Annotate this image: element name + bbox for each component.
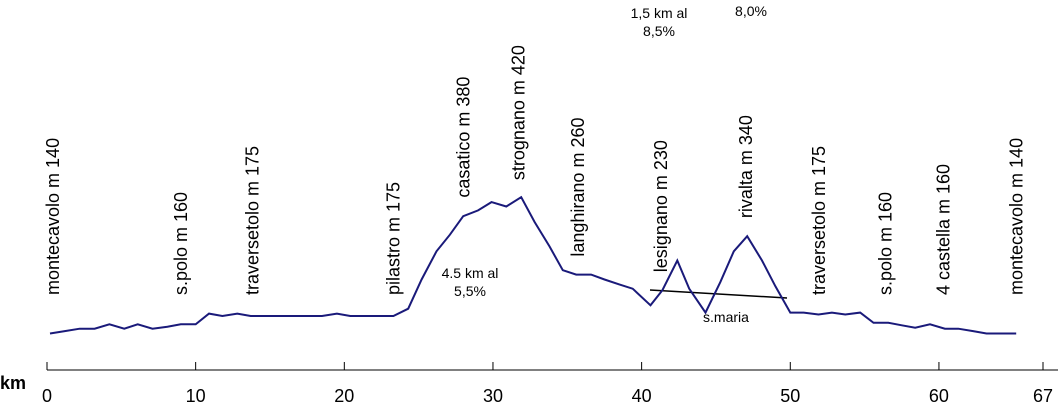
x-tick-label: 50 [780,386,800,406]
place-label: lesignano m 230 [651,140,671,272]
place-label: langhirano m 260 [568,118,588,257]
annotation: 4.5 km al [442,265,499,281]
annotation: 2,3 km al [723,0,780,1]
annotation: 8,0% [735,3,767,19]
place-label: rivalta m 340 [736,115,756,218]
annotation: 8,5% [643,23,675,39]
place-label: montecavolo m 140 [1006,138,1026,295]
elevation-line [49,195,1017,335]
place-label: s.polo m 160 [876,192,896,295]
x-tick-label: 20 [334,386,354,406]
s-maria-bypass [649,289,788,299]
place-label: strognano m 420 [508,45,528,180]
place-label: traversetolo m 175 [809,146,829,295]
x-tick-label: 0 [42,386,52,406]
x-tick-label: 30 [483,386,503,406]
annotation: 5,5% [454,283,486,299]
annotation: 1,5 km al [631,5,688,21]
place-label: traversetolo m 175 [242,146,262,295]
place-label: montecavolo m 140 [43,138,63,295]
place-label: pilastro m 175 [384,182,404,295]
place-label: s.polo m 160 [171,192,191,295]
place-label: 4 castella m 160 [934,164,954,295]
x-axis-label: km [0,373,26,393]
x-tick-label: 10 [186,386,206,406]
x-tick-label: 60 [929,386,949,406]
x-tick-label: 67 [1033,386,1053,406]
place-label: casatico m 380 [453,77,473,198]
annotation: s.maria [703,309,749,325]
x-tick-label: 40 [632,386,652,406]
